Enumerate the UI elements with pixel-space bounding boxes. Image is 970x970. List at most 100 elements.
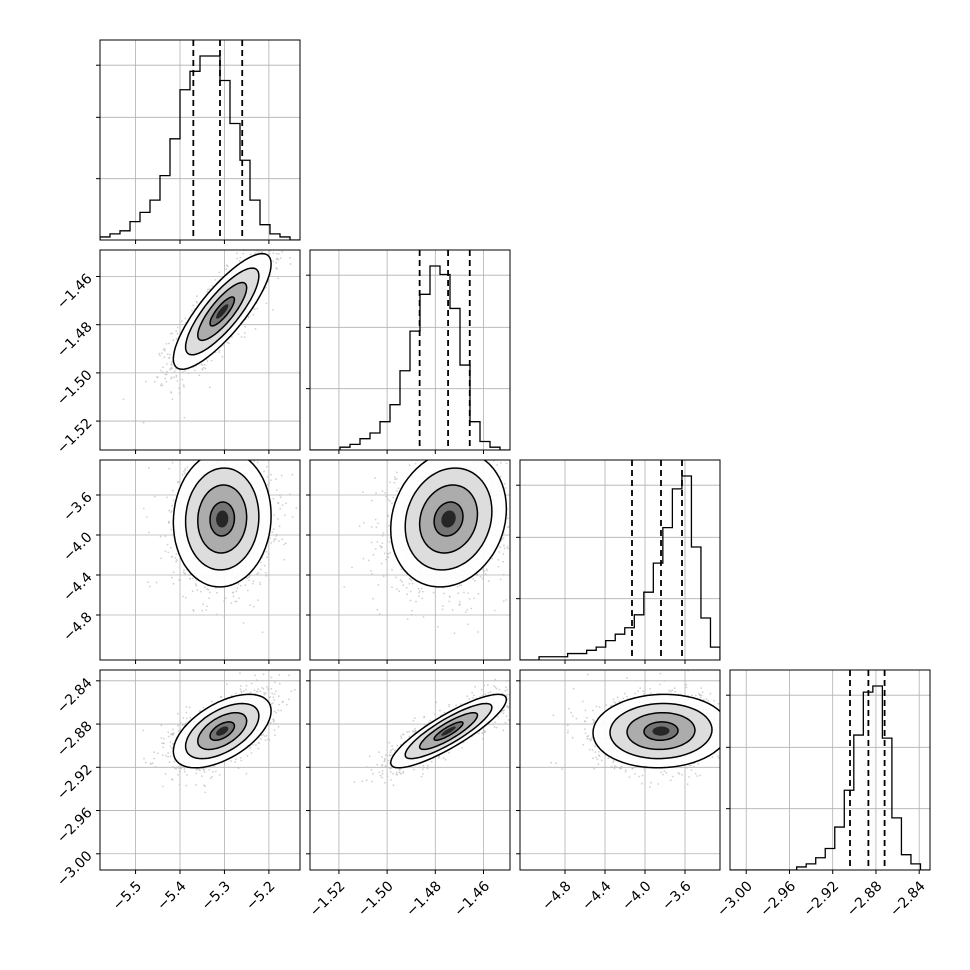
sample-point	[203, 770, 206, 773]
sample-point	[218, 351, 220, 353]
sample-point	[277, 709, 280, 712]
sample-point	[282, 247, 284, 249]
sample-point	[275, 248, 277, 250]
sample-point	[214, 279, 217, 281]
sample-point	[262, 454, 264, 456]
sample-point	[166, 370, 168, 373]
sample-point	[247, 458, 249, 460]
sample-point	[291, 473, 294, 476]
sample-point	[171, 461, 174, 464]
sample-point	[186, 466, 189, 469]
sample-point	[156, 752, 159, 755]
sample-point	[173, 376, 176, 379]
sample-point	[481, 577, 484, 580]
density-peak	[441, 510, 456, 528]
sample-point	[499, 475, 502, 478]
sample-point	[479, 454, 481, 456]
sample-point	[235, 600, 238, 603]
sample-point	[171, 555, 174, 558]
sample-point	[372, 597, 374, 600]
sample-point	[256, 573, 258, 575]
sample-point	[441, 425, 443, 427]
sample-point	[291, 516, 294, 518]
sample-point	[521, 543, 523, 545]
sample-point	[411, 609, 413, 612]
sample-point	[178, 783, 181, 786]
sample-point	[175, 374, 178, 377]
sample-point	[236, 587, 239, 589]
sample-point	[239, 455, 241, 457]
sample-point	[196, 295, 198, 298]
sample-point	[230, 417, 232, 419]
sample-point	[402, 584, 405, 587]
sample-point	[515, 590, 517, 592]
sample-point	[387, 552, 390, 555]
sample-point	[487, 580, 490, 583]
sample-point	[502, 560, 505, 563]
sample-point	[225, 268, 228, 271]
sample-point	[213, 450, 215, 452]
hist-panel-1	[306, 249, 511, 454]
sample-point	[266, 465, 268, 468]
sample-point	[432, 591, 435, 594]
sample-point	[273, 699, 275, 701]
sample-point	[387, 498, 389, 501]
sample-point	[272, 252, 275, 255]
sample-point	[258, 581, 261, 584]
sample-point	[393, 481, 396, 484]
sample-point	[239, 433, 241, 435]
contour-line	[209, 501, 236, 537]
sample-point	[456, 585, 459, 588]
sample-point	[200, 775, 203, 777]
sample-point	[183, 768, 186, 770]
sample-point	[438, 458, 440, 460]
panel-body	[310, 425, 523, 660]
panel-frame	[309, 249, 511, 451]
sample-point	[153, 495, 156, 498]
sample-point	[371, 573, 373, 575]
sample-point	[164, 377, 167, 380]
sample-point	[430, 440, 432, 442]
sample-point	[165, 380, 168, 383]
sample-point	[182, 371, 184, 373]
sample-point	[409, 458, 411, 460]
sample-point	[502, 573, 505, 576]
y-tick-label: −1.48	[54, 319, 96, 361]
sample-point	[249, 604, 252, 606]
sample-point	[237, 333, 240, 335]
sample-point	[411, 582, 414, 585]
sample-point	[406, 593, 408, 596]
sample-point	[474, 443, 476, 445]
y-tick-label: −1.46	[54, 271, 96, 313]
sample-point	[175, 560, 178, 563]
sample-point	[206, 290, 209, 293]
sample-point	[206, 588, 209, 591]
sample-point	[166, 363, 168, 365]
sample-point	[229, 431, 231, 433]
sample-point	[449, 444, 451, 446]
sample-point	[395, 490, 398, 492]
sample-point	[507, 547, 509, 550]
sample-point	[183, 724, 186, 726]
sample-point	[254, 252, 256, 255]
sample-point	[242, 622, 245, 624]
sample-point	[249, 253, 252, 256]
sample-point	[431, 430, 433, 432]
sample-point	[206, 360, 209, 363]
sample-point	[246, 577, 249, 579]
sample-point	[385, 495, 388, 498]
sample-point	[389, 481, 391, 483]
panel-body	[310, 250, 510, 450]
sample-point	[144, 380, 147, 383]
sample-point	[167, 551, 170, 554]
density-peak	[216, 510, 229, 528]
sample-point	[226, 341, 229, 344]
sample-point	[176, 326, 179, 329]
sample-point	[238, 597, 240, 599]
sample-point	[277, 258, 280, 261]
sample-point	[370, 499, 373, 502]
sample-point	[276, 267, 279, 270]
sample-point	[172, 571, 175, 574]
sample-point	[168, 522, 170, 524]
sample-point	[384, 492, 386, 494]
